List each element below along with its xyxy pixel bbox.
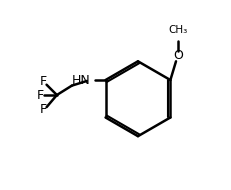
Text: CH₃: CH₃ <box>168 25 188 35</box>
Text: O: O <box>173 49 183 62</box>
Text: HN: HN <box>72 74 91 86</box>
Text: F: F <box>36 89 44 101</box>
Text: F: F <box>40 104 47 116</box>
Text: F: F <box>40 75 47 88</box>
